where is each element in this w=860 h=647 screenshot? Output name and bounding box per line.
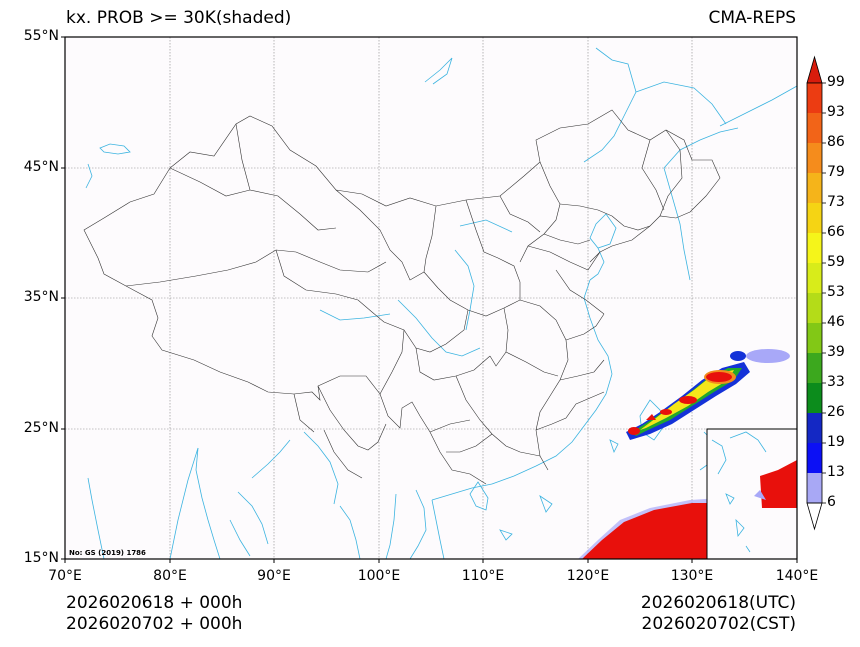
valid-time-cst: 2026020702(CST) [641, 614, 796, 634]
colorbar-segment [807, 233, 822, 264]
lon-label-80: 80°E [153, 568, 187, 584]
colorbar-label: 39 [827, 344, 845, 360]
colorbar-segment [807, 473, 822, 503]
lon-label-90: 90°E [257, 568, 291, 584]
valid-time-block: 2026020618(UTC) 2026020702(CST) [641, 593, 796, 635]
colorbar-segment [807, 143, 822, 174]
colorbar-min-arrow [806, 502, 823, 531]
colorbar-label: 13 [827, 464, 845, 480]
lon-label-70: 70°E [48, 568, 82, 584]
lat-label-55: 55°N [23, 28, 59, 44]
colorbar-segment [807, 173, 822, 204]
colorbar-segment [807, 293, 822, 324]
gridlines [65, 37, 797, 559]
colorbar-label: 86 [827, 134, 845, 150]
colorbar-segment [807, 83, 822, 114]
model-name: CMA-REPS [708, 8, 796, 28]
colorbar-segment [807, 353, 822, 384]
colorbar-label: 53 [827, 284, 845, 300]
lon-label-110: 110°E [461, 568, 505, 584]
colorbar-label: 59 [827, 254, 845, 270]
coastlines [85, 47, 797, 559]
lat-label-45: 45°N [23, 159, 59, 175]
colorbar-label: 79 [827, 164, 845, 180]
axis-ticks [61, 36, 798, 563]
colorbar-segment [807, 323, 822, 354]
colorbar-label: 26 [827, 404, 845, 420]
colorbar-label: 73 [827, 194, 845, 210]
map-title: kx. PROB >= 30K(shaded) [66, 8, 292, 28]
colorbar-label: 99 [827, 74, 845, 90]
colorbar-label: 19 [827, 434, 845, 450]
colorbar-segment [807, 203, 822, 234]
map-approval-note: No: GS (2019) 1786 [69, 549, 146, 557]
init-time-utc: 2026020618 + 000h [66, 593, 243, 613]
colorbar-label: 6 [827, 494, 836, 510]
colorbar-label: 33 [827, 374, 845, 390]
init-time-block: 2026020618 + 000h 2026020702 + 000h [66, 593, 242, 635]
lat-label-25: 25°N [23, 420, 59, 436]
colorbar-label: 66 [827, 224, 845, 240]
init-time-cst: 2026020702 + 000h [66, 614, 243, 634]
colorbar-segment [807, 443, 822, 474]
inset-map [706, 428, 797, 559]
colorbar-segment [807, 413, 822, 444]
lat-label-15: 15°N [23, 550, 59, 566]
lon-label-140: 140°E [775, 568, 819, 584]
lon-label-130: 130°E [670, 568, 714, 584]
colorbar-label: 93 [827, 104, 845, 120]
lon-label-100: 100°E [357, 568, 401, 584]
lon-label-120: 120°E [566, 568, 610, 584]
province-borders [83, 109, 721, 485]
colorbar-label: 46 [827, 314, 845, 330]
lat-label-35: 35°N [23, 289, 59, 305]
colorbar-segment [807, 383, 822, 414]
colorbar [806, 55, 826, 531]
valid-time-utc: 2026020618(UTC) [640, 593, 796, 613]
colorbar-segment [807, 113, 822, 144]
colorbar-segment [807, 263, 822, 294]
colorbar-max-arrow [806, 55, 823, 84]
